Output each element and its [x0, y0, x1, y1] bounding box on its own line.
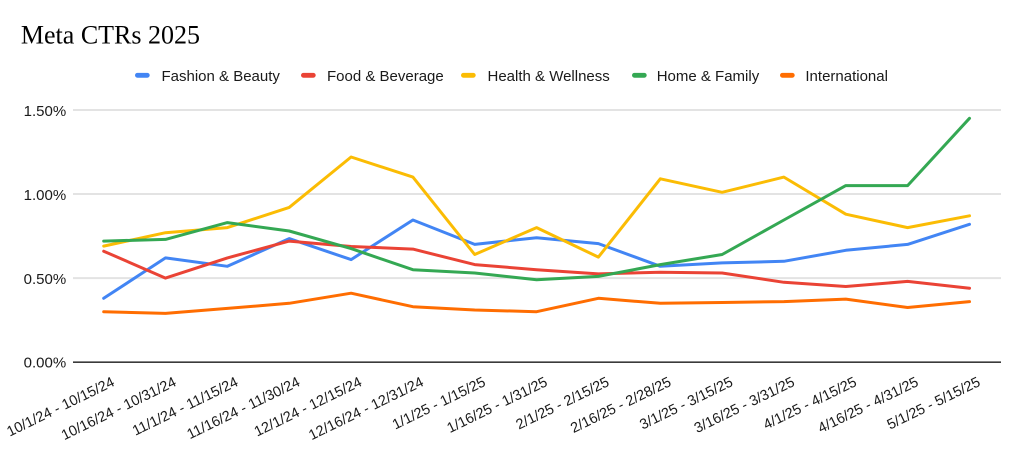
svg-text:1.00%: 1.00% — [24, 187, 67, 204]
svg-text:Health & Wellness: Health & Wellness — [488, 68, 610, 85]
svg-text:International: International — [805, 68, 888, 85]
svg-text:Food & Beverage: Food & Beverage — [327, 68, 444, 85]
svg-text:0.50%: 0.50% — [24, 271, 67, 288]
svg-text:1.50%: 1.50% — [24, 103, 67, 120]
svg-text:0.00%: 0.00% — [24, 355, 67, 372]
svg-text:Meta CTRs 2025: Meta CTRs 2025 — [21, 21, 200, 50]
svg-text:Fashion & Beauty: Fashion & Beauty — [162, 68, 281, 85]
svg-text:Home & Family: Home & Family — [657, 68, 760, 85]
